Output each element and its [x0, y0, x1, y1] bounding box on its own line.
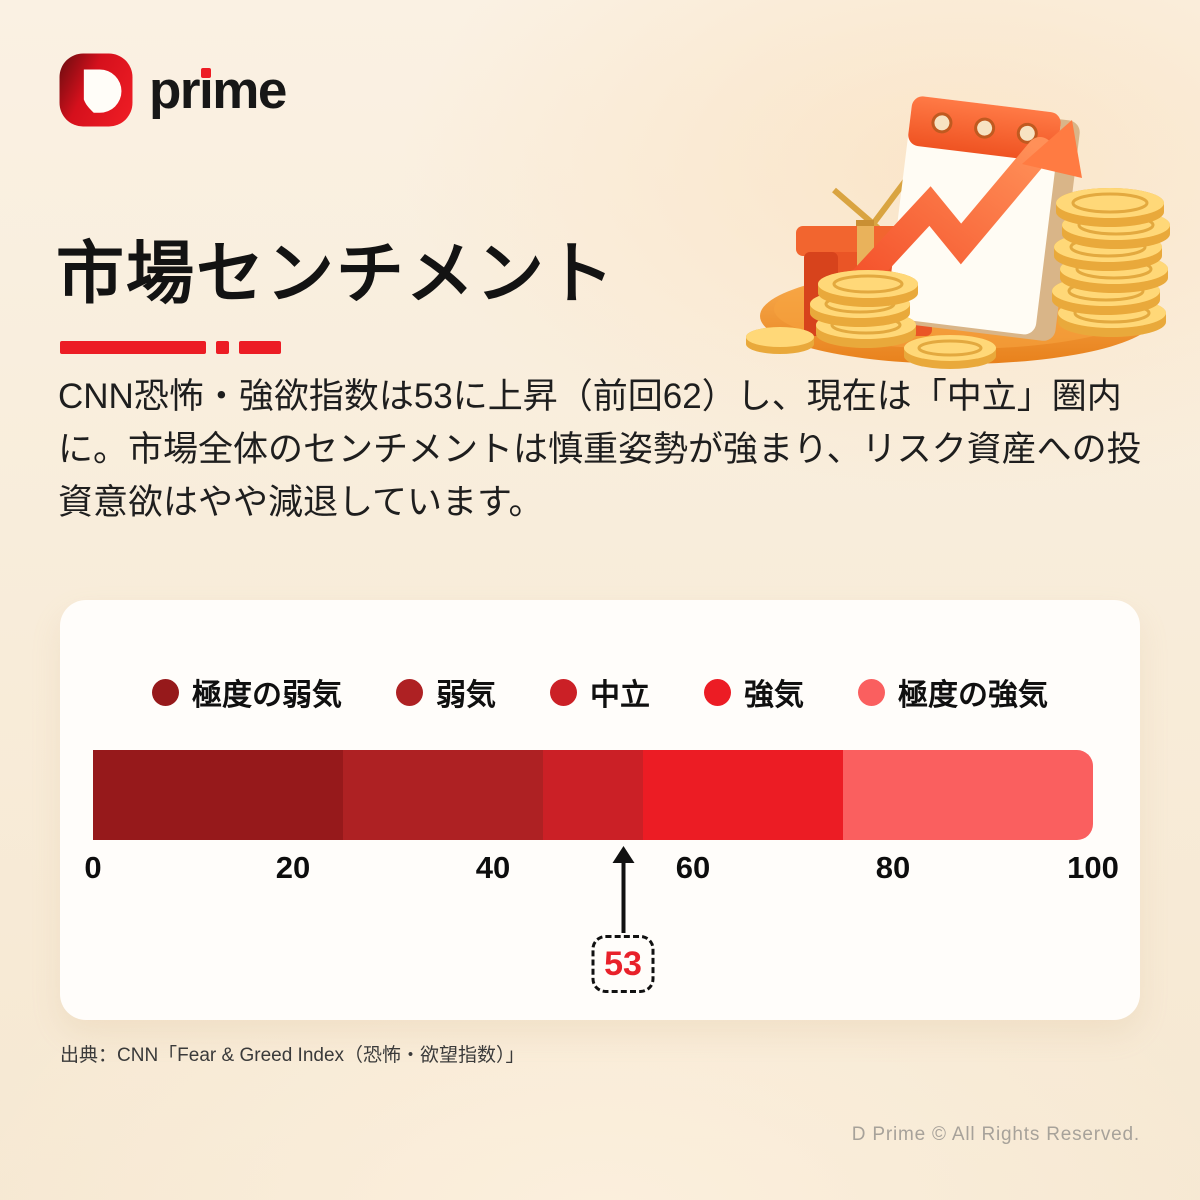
- calendar-coins-arrow-icon: [746, 96, 1170, 369]
- legend-label: 強気: [744, 679, 804, 712]
- copyright-note: D Prime © All Rights Reserved.: [851, 1124, 1140, 1145]
- brand-logo: pr ı me: [58, 52, 287, 128]
- brand-logo-text: pr ı me: [149, 60, 287, 120]
- gauge-segment: [843, 750, 1093, 840]
- d-mark-icon: [59, 53, 133, 127]
- underline-dot: [216, 341, 229, 354]
- axis-tick-label: 60: [675, 850, 711, 885]
- sentiment-gauge-card: 極度の弱気 弱気 中立 強気 極度の強気 0 20 40 60 80 100 53: [60, 600, 1140, 1020]
- axis-tick-label: 40: [475, 850, 511, 885]
- gauge-segment: [643, 750, 843, 840]
- legend-item: 強気: [704, 670, 804, 714]
- legend-label: 中立: [590, 679, 650, 712]
- legend-item: 極度の弱気: [152, 670, 342, 714]
- legend-item: 弱気: [396, 670, 496, 714]
- source-note: 出典：CNN「Fear & Greed Index（恐怖・欲望指数）」: [60, 1045, 525, 1066]
- gauge-segment: [543, 750, 643, 840]
- axis-tick-label: 80: [875, 850, 911, 885]
- axis-tick-label: 100: [1067, 850, 1119, 885]
- legend-dot-icon: [550, 678, 577, 706]
- gauge-area: 0 20 40 60 80 100 53: [84, 750, 1119, 993]
- underline-bar-long: [60, 341, 206, 354]
- legend-dot-icon: [858, 678, 885, 706]
- market-growth-illustration: [738, 38, 1180, 370]
- legend-dot-icon: [704, 678, 731, 706]
- gauge-value: 53: [604, 944, 642, 983]
- axis-tick-label: 20: [275, 850, 311, 885]
- gauge-axis: 0 20 40 60 80 100: [84, 850, 1118, 894]
- legend-label: 弱気: [436, 679, 496, 712]
- gauge-segment: [343, 750, 543, 840]
- gauge-pointer: 53: [591, 846, 655, 993]
- underline-bar-short: [239, 341, 281, 354]
- gauge-segment: [93, 750, 343, 840]
- arrow-up-icon: [612, 846, 634, 863]
- legend-label: 極度の弱気: [192, 679, 342, 712]
- legend-item: 中立: [550, 670, 650, 714]
- pointer-line: [621, 862, 625, 933]
- gauge-value-badge: 53: [591, 935, 655, 993]
- axis-tick-label: 0: [84, 850, 102, 885]
- legend-dot-icon: [152, 678, 179, 706]
- legend-item: 極度の強気: [858, 670, 1048, 714]
- gauge-legend: 極度の弱気 弱気 中立 強気 極度の強気: [60, 670, 1140, 714]
- page-title: 市場センチメント: [56, 236, 617, 312]
- intro-text: CNN恐怖・強欲指数は53に上昇（前回62）し、現在は「中立」圏内に。市場全体の…: [58, 377, 1142, 523]
- i-dot: [200, 67, 211, 78]
- gauge-bar: [93, 750, 1093, 840]
- legend-dot-icon: [396, 678, 423, 706]
- legend-label: 極度の強気: [898, 679, 1048, 712]
- title-underline: [60, 341, 281, 354]
